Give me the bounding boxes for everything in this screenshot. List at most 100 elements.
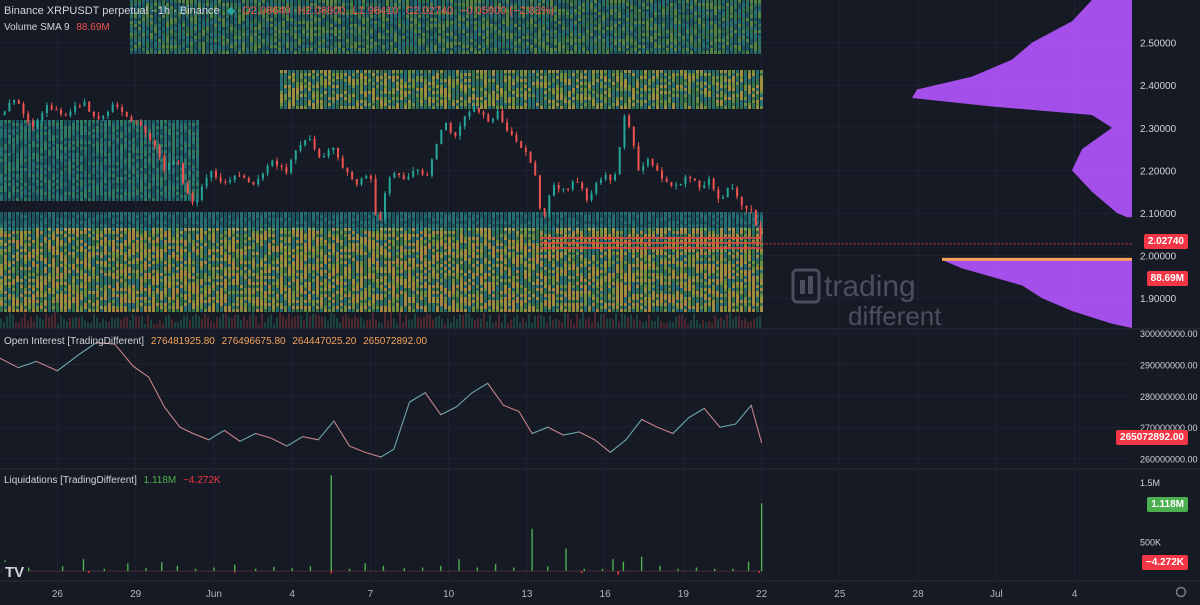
heatmap-cell bbox=[518, 27, 521, 30]
heatmap-cell bbox=[426, 18, 429, 21]
heatmap-cell bbox=[402, 39, 405, 42]
heatmap-cell bbox=[402, 33, 405, 36]
heatmap-cell bbox=[576, 100, 579, 103]
heatmap-cell bbox=[36, 180, 39, 183]
heatmap-cell bbox=[72, 135, 75, 138]
heatmap-cell bbox=[526, 18, 529, 21]
heatmap-cell bbox=[440, 88, 443, 91]
heatmap-cell bbox=[566, 21, 569, 24]
heatmap-cell bbox=[734, 33, 737, 36]
heatmap-cell bbox=[32, 186, 35, 189]
heatmap-cell bbox=[250, 21, 253, 24]
heatmap-cell bbox=[406, 36, 409, 39]
heatmap-cell bbox=[698, 24, 701, 27]
heatmap-cell bbox=[650, 6, 653, 9]
heatmap-cell bbox=[348, 91, 351, 94]
heatmap-cell bbox=[510, 27, 513, 30]
heatmap-cell bbox=[374, 51, 377, 54]
heatmap-cell bbox=[394, 21, 397, 24]
heatmap-cell bbox=[68, 165, 71, 168]
heatmap-cell bbox=[622, 12, 625, 15]
heatmap-cell bbox=[638, 36, 641, 39]
heatmap-cell bbox=[570, 0, 573, 3]
heatmap-cell bbox=[294, 18, 297, 21]
heatmap-cell bbox=[734, 0, 737, 3]
heatmap-cell bbox=[630, 9, 633, 12]
heatmap-cell bbox=[620, 97, 623, 100]
heatmap-cell bbox=[56, 135, 59, 138]
heatmap-cell bbox=[242, 45, 245, 48]
heatmap-cell bbox=[474, 39, 477, 42]
heatmap-cell bbox=[326, 33, 329, 36]
heatmap-cell bbox=[4, 189, 7, 192]
heatmap-cell bbox=[656, 91, 659, 94]
heatmap-cell bbox=[52, 189, 55, 192]
heatmap-cell bbox=[230, 48, 233, 51]
heatmap-cell bbox=[150, 21, 153, 24]
heatmap-cell bbox=[572, 88, 575, 91]
heatmap-cell bbox=[138, 42, 141, 45]
heatmap-cell bbox=[40, 168, 43, 171]
heatmap-cell bbox=[392, 103, 395, 106]
heatmap-cell bbox=[558, 30, 561, 33]
heatmap-cell bbox=[568, 82, 571, 85]
heatmap-cell bbox=[134, 45, 137, 48]
heatmap-cell bbox=[550, 36, 553, 39]
heatmap-cell bbox=[404, 79, 407, 82]
heatmap-cell bbox=[486, 33, 489, 36]
heatmap-cell bbox=[254, 45, 257, 48]
heatmap-cell bbox=[496, 70, 499, 73]
heatmap-cell bbox=[346, 48, 349, 51]
heatmap-cell bbox=[334, 24, 337, 27]
heatmap-cell bbox=[344, 76, 347, 79]
heatmap-cell bbox=[326, 24, 329, 27]
heatmap-cell bbox=[496, 94, 499, 97]
heatmap-cell bbox=[430, 30, 433, 33]
heatmap-cell bbox=[622, 18, 625, 21]
heatmap-cell bbox=[56, 186, 59, 189]
heatmap-cell bbox=[670, 42, 673, 45]
heatmap-cell bbox=[516, 70, 519, 73]
heatmap-cell bbox=[444, 91, 447, 94]
heatmap-cell bbox=[174, 24, 177, 27]
heatmap-cell bbox=[436, 100, 439, 103]
heatmap-cell bbox=[676, 106, 679, 109]
heatmap-cell bbox=[638, 9, 641, 12]
heatmap-cell bbox=[700, 79, 703, 82]
heatmap-cell bbox=[178, 21, 181, 24]
heatmap-cell bbox=[206, 42, 209, 45]
heatmap-cell bbox=[258, 21, 261, 24]
heatmap-cell bbox=[734, 36, 737, 39]
heatmap-cell bbox=[670, 3, 673, 6]
heatmap-cell bbox=[756, 91, 759, 94]
heatmap-cell bbox=[206, 48, 209, 51]
heatmap-cell bbox=[730, 24, 733, 27]
heatmap-cell bbox=[684, 79, 687, 82]
heatmap-cell bbox=[24, 120, 27, 123]
heatmap-cell bbox=[370, 33, 373, 36]
heatmap-cell bbox=[694, 45, 697, 48]
heatmap-cell bbox=[704, 85, 707, 88]
heatmap-cell bbox=[404, 85, 407, 88]
heatmap-cell bbox=[750, 48, 753, 51]
heatmap-cell bbox=[316, 88, 319, 91]
heatmap-cell bbox=[668, 85, 671, 88]
heatmap-cell bbox=[648, 76, 651, 79]
heatmap-cell bbox=[294, 48, 297, 51]
heatmap-cell bbox=[618, 33, 621, 36]
heatmap-cell bbox=[552, 97, 555, 100]
heatmap-cell bbox=[584, 82, 587, 85]
heatmap-cell bbox=[656, 100, 659, 103]
heatmap-cell bbox=[546, 33, 549, 36]
heatmap-cell bbox=[20, 186, 23, 189]
heatmap-cell bbox=[582, 36, 585, 39]
heatmap-cell bbox=[284, 100, 287, 103]
heatmap-cell bbox=[758, 30, 761, 33]
heatmap-cell bbox=[758, 36, 761, 39]
heatmap-cell bbox=[654, 3, 657, 6]
heatmap-cell bbox=[266, 33, 269, 36]
heatmap-cell bbox=[676, 97, 679, 100]
heatmap-cell bbox=[552, 91, 555, 94]
heatmap-cell bbox=[40, 195, 43, 198]
